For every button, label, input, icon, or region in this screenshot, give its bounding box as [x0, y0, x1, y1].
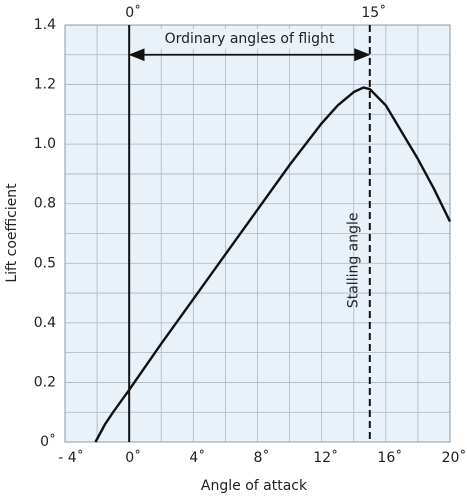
x-tick-label: 0˚ [125, 449, 141, 466]
y-tick-label: 0.2 [34, 374, 56, 390]
y-tick-label: 0˚ [40, 433, 56, 450]
y-tick-label: 1.2 [34, 77, 56, 93]
x-tick-label: 4˚ [189, 449, 205, 466]
y-axis-label: Lift coefficient [4, 183, 20, 283]
annotation: Ordinary angles of flight [165, 31, 335, 47]
x-tick-label: - 4˚ [58, 449, 83, 466]
y-tick-label: 1.0 [34, 136, 56, 152]
x-tick-label: 20˚ [442, 449, 467, 466]
top-tick-label: 15˚ [361, 4, 386, 21]
x-tick-label: 12˚ [313, 449, 338, 466]
y-tick-label: 0.4 [34, 315, 56, 331]
annotation-bg [157, 28, 342, 49]
y-tick-label: 0.8 [34, 196, 56, 212]
lift-curve [94, 86, 452, 443]
top-tick-label: 0˚ [125, 4, 141, 21]
y-tick-label: 1.4 [34, 17, 56, 33]
annotation: Stalling angle [346, 212, 362, 308]
x-axis-label: Angle of attack [201, 478, 308, 494]
y-tick-label: 0.5 [34, 255, 56, 271]
x-tick-label: 16˚ [377, 449, 402, 466]
x-tick-label: 8˚ [254, 449, 270, 466]
plot-frame [64, 24, 451, 443]
